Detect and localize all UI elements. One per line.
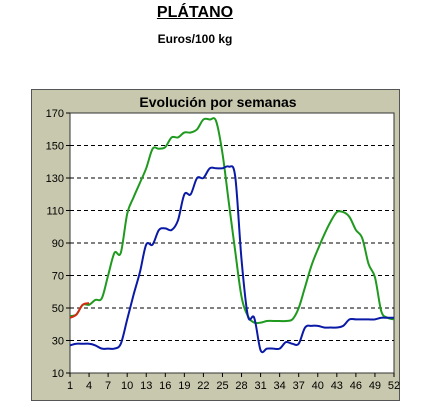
x-tick-label: 37 <box>293 380 305 392</box>
series-line-3 <box>69 302 90 319</box>
x-tick-label: 28 <box>235 380 247 392</box>
y-tick-label: 50 <box>52 303 64 315</box>
y-tick-label: 30 <box>52 336 64 348</box>
y-axis: 10 30 50 70 90 110 130 150 170 <box>46 108 70 380</box>
x-tick-label: 7 <box>105 380 111 392</box>
x-tick-label: 10 <box>121 380 133 392</box>
x-tick-label: 46 <box>350 380 362 392</box>
x-tick-label: 1 <box>67 380 73 392</box>
x-axis: 1 4 7 10 13 16 19 22 25 28 31 34 37 40 43 46 49 52 <box>67 373 400 392</box>
x-tick-label: 40 <box>312 380 324 392</box>
series-line-2 <box>69 165 394 354</box>
x-tick-label: 19 <box>178 380 190 392</box>
series-line-1 <box>69 117 395 325</box>
x-tick-label: 34 <box>274 380 286 392</box>
page-subtitle: Euros/100 kg <box>157 32 233 46</box>
y-tick-label: 10 <box>52 368 64 380</box>
x-tick-label: 49 <box>369 380 381 392</box>
x-tick-label: 22 <box>197 380 209 392</box>
grid <box>70 145 394 341</box>
x-tick-label: 52 <box>388 380 400 392</box>
y-tick-label: 170 <box>46 108 64 120</box>
chart-title: Evolución por semanas <box>139 94 296 110</box>
x-tick-label: 13 <box>140 380 152 392</box>
x-tick-label: 31 <box>254 380 266 392</box>
y-tick-label: 150 <box>46 141 64 153</box>
x-tick-label: 25 <box>216 380 228 392</box>
x-tick-label: 43 <box>331 380 343 392</box>
y-tick-label: 90 <box>52 238 64 250</box>
y-tick-label: 130 <box>46 173 64 185</box>
y-tick-label: 110 <box>46 206 64 218</box>
page-title: PLÁTANO <box>156 4 234 21</box>
x-tick-label: 4 <box>86 380 92 392</box>
y-tick-label: 70 <box>52 271 64 283</box>
x-tick-label: 16 <box>159 380 171 392</box>
series-lines <box>69 117 395 354</box>
